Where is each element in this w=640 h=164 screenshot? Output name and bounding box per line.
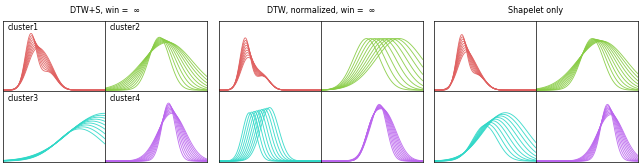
Text: cluster1: cluster1 xyxy=(7,23,38,32)
Text: cluster2: cluster2 xyxy=(109,23,140,32)
Text: DTW, normalized, win =  ∞: DTW, normalized, win = ∞ xyxy=(266,6,375,15)
Text: cluster3: cluster3 xyxy=(7,93,38,102)
Text: DTW+S, win =  ∞: DTW+S, win = ∞ xyxy=(70,6,140,15)
Text: cluster4: cluster4 xyxy=(109,93,140,102)
Text: Shapelet only: Shapelet only xyxy=(508,6,564,15)
